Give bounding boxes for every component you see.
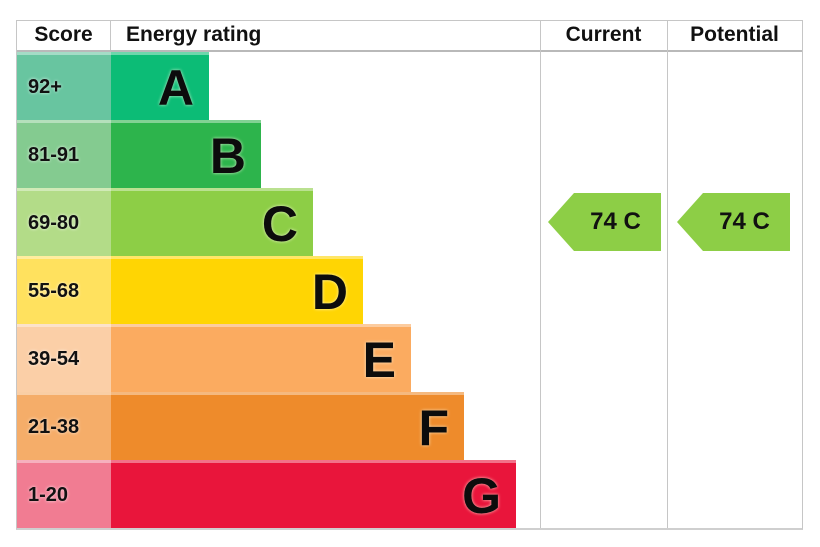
rating-bar-a: A <box>111 52 209 120</box>
band-row-a: 92+ A <box>17 52 802 120</box>
band-letter-c: C <box>261 195 298 252</box>
rating-bar-e: E <box>111 324 411 392</box>
band-row-e: 39-54 E <box>17 324 802 392</box>
score-cell-f: 21-38 <box>17 392 111 460</box>
epc-table: Score Energy rating Current Potential 92… <box>16 20 803 530</box>
band-letter-f: F <box>418 399 449 456</box>
rating-bar-f: F <box>111 392 464 460</box>
score-cell-e: 39-54 <box>17 324 111 392</box>
rating-bar-d: D <box>111 256 363 324</box>
band-row-f: 21-38 F <box>17 392 802 460</box>
band-letter-a: A <box>157 59 194 116</box>
current-rating-value: 74 C <box>590 208 641 235</box>
band-letter-b: B <box>209 127 246 184</box>
rating-bar-b: B <box>111 120 261 188</box>
band-row-c: 69-80 C <box>17 188 802 256</box>
current-column-divider <box>540 21 541 528</box>
band-row-b: 81-91 B <box>17 120 802 188</box>
band-row-g: 1-20 G <box>17 460 802 528</box>
band-letter-g: G <box>462 467 501 524</box>
score-cell-a: 92+ <box>17 52 111 120</box>
band-row-d: 55-68 D <box>17 256 802 324</box>
current-header: Current <box>565 23 642 46</box>
band-letter-d: D <box>311 263 348 320</box>
potential-rating-value: 74 C <box>719 208 770 235</box>
band-rows: 92+ A 81-91 B 69-80 C 55-68 D 39-54 E 21-38 F 1-20 G <box>17 52 802 528</box>
potential-column-divider <box>667 21 668 528</box>
energy-rating-header: Energy rating <box>126 23 262 46</box>
potential-header: Potential <box>690 23 779 46</box>
potential-rating-arrow: 74 C <box>677 193 790 251</box>
score-cell-d: 55-68 <box>17 256 111 324</box>
rating-bar-c: C <box>111 188 313 256</box>
current-rating-arrow: 74 C <box>548 193 661 251</box>
score-cell-c: 69-80 <box>17 188 111 256</box>
rating-bar-g: G <box>111 460 516 528</box>
score-cell-b: 81-91 <box>17 120 111 188</box>
header-row: Score Energy rating Current Potential <box>17 21 802 52</box>
score-cell-g: 1-20 <box>17 460 111 528</box>
score-header: Score <box>17 21 111 50</box>
band-letter-e: E <box>362 331 396 388</box>
